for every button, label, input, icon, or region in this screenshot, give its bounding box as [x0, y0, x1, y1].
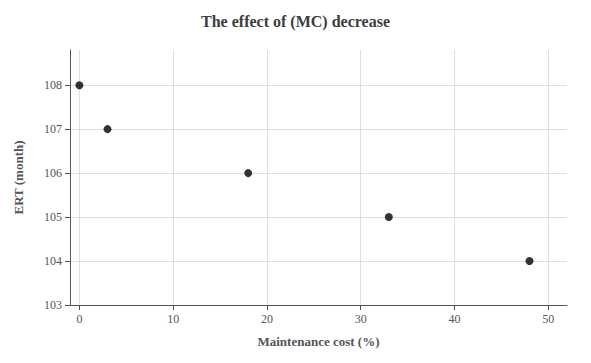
- svg-text:20: 20: [261, 312, 273, 326]
- svg-text:Maintenance cost (%): Maintenance cost (%): [257, 334, 379, 349]
- svg-text:107: 107: [44, 122, 62, 136]
- svg-text:50: 50: [542, 312, 554, 326]
- svg-text:40: 40: [448, 312, 460, 326]
- svg-text:ERT (month): ERT (month): [11, 140, 26, 214]
- svg-text:103: 103: [44, 298, 62, 312]
- svg-text:30: 30: [355, 312, 367, 326]
- svg-text:10: 10: [167, 312, 179, 326]
- svg-text:108: 108: [44, 78, 62, 92]
- svg-text:104: 104: [44, 254, 62, 268]
- svg-text:105: 105: [44, 210, 62, 224]
- svg-text:The effect of (MC) decrease: The effect of (MC) decrease: [201, 13, 390, 31]
- svg-text:106: 106: [44, 166, 62, 180]
- svg-text:0: 0: [76, 312, 82, 326]
